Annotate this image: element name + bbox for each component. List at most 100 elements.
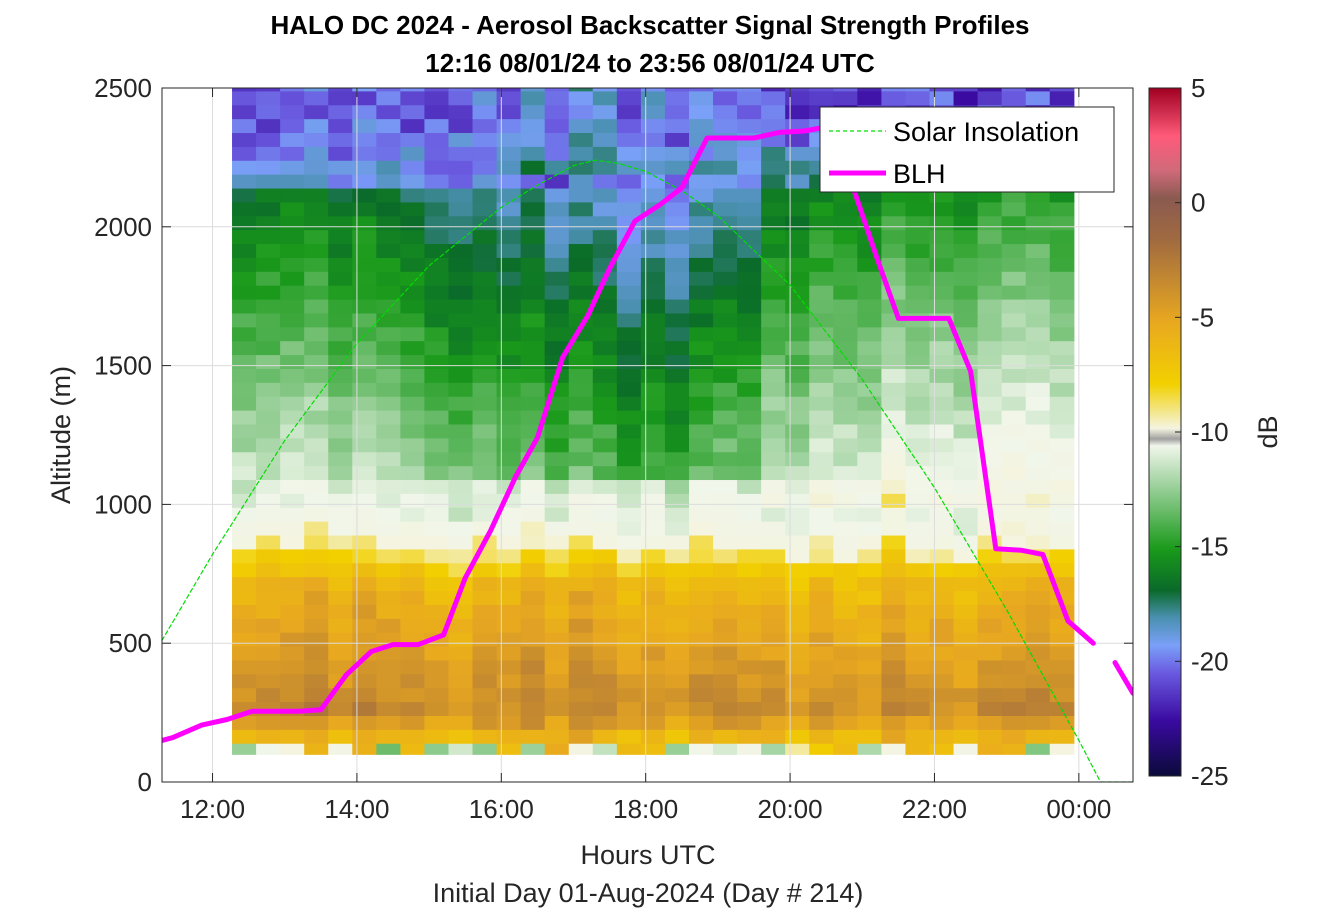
heatmap-cell bbox=[616, 437, 642, 453]
heatmap-cell bbox=[280, 604, 305, 619]
heatmap-cell bbox=[400, 618, 426, 633]
heatmap-cell bbox=[688, 618, 714, 633]
heatmap-cell bbox=[232, 562, 257, 578]
heatmap-cell bbox=[304, 201, 329, 217]
heatmap-cell bbox=[640, 243, 666, 258]
heatmap-cell bbox=[881, 410, 907, 425]
heatmap-cell bbox=[809, 215, 834, 231]
heatmap-cell bbox=[929, 701, 955, 716]
heatmap-cell bbox=[1001, 659, 1027, 675]
heatmap-cell bbox=[520, 715, 546, 730]
heatmap-cell bbox=[1025, 312, 1051, 328]
heatmap-cell bbox=[376, 410, 401, 425]
heatmap-cell bbox=[809, 743, 834, 755]
heatmap-cell bbox=[664, 104, 690, 120]
heatmap-cell bbox=[1049, 410, 1075, 425]
heatmap-cell bbox=[785, 312, 810, 328]
heatmap-cell bbox=[592, 687, 618, 703]
heatmap-cell bbox=[761, 174, 786, 189]
heatmap-cell bbox=[400, 146, 426, 161]
heatmap-cell bbox=[905, 298, 931, 314]
heatmap-cell bbox=[520, 604, 546, 619]
heatmap-cell bbox=[280, 576, 305, 592]
heatmap-cell bbox=[304, 604, 329, 619]
heatmap-cell bbox=[664, 382, 690, 397]
heatmap-cell bbox=[761, 687, 786, 703]
heatmap-cell bbox=[713, 88, 738, 92]
heatmap-cell bbox=[520, 465, 546, 481]
heatmap-cell bbox=[544, 493, 570, 508]
heatmap-cell bbox=[352, 396, 377, 411]
heatmap-cell bbox=[1049, 673, 1075, 689]
heatmap-cell bbox=[472, 271, 498, 286]
heatmap-cell bbox=[905, 243, 931, 258]
heatmap-cell bbox=[737, 437, 762, 453]
heatmap-cell bbox=[1025, 632, 1051, 647]
heatmap-cell bbox=[785, 507, 810, 522]
heatmap-cell bbox=[929, 451, 955, 467]
heatmap-cell bbox=[737, 326, 762, 342]
heatmap-cell bbox=[496, 368, 522, 383]
heatmap-cell bbox=[304, 160, 329, 175]
heatmap-cell bbox=[713, 493, 738, 508]
heatmap-cell bbox=[616, 201, 642, 217]
heatmap-cell bbox=[929, 423, 955, 439]
heatmap-cell bbox=[304, 410, 329, 425]
heatmap-cell bbox=[905, 368, 931, 383]
heatmap-cell bbox=[664, 576, 690, 592]
heatmap-cell bbox=[713, 229, 738, 245]
heatmap-cell bbox=[592, 104, 618, 120]
heatmap-cell bbox=[448, 659, 474, 675]
heatmap-cell bbox=[400, 215, 426, 231]
heatmap-cell bbox=[616, 729, 642, 744]
legend-label-blh: BLH bbox=[893, 159, 946, 189]
heatmap-cell bbox=[977, 604, 1003, 619]
heatmap-cell bbox=[1049, 645, 1075, 661]
heatmap-cell bbox=[953, 562, 979, 578]
heatmap-cell bbox=[568, 576, 594, 592]
heatmap-cell bbox=[1025, 729, 1051, 744]
heatmap-cell bbox=[833, 687, 858, 703]
heatmap-cell bbox=[761, 257, 786, 272]
heatmap-cell bbox=[280, 201, 305, 217]
heatmap-cell bbox=[520, 729, 546, 744]
heatmap-cell bbox=[713, 604, 738, 619]
heatmap-cell bbox=[448, 645, 474, 661]
heatmap-cell bbox=[520, 576, 546, 592]
heatmap-cell bbox=[881, 243, 907, 258]
heatmap-cell bbox=[809, 618, 834, 633]
heatmap-cell bbox=[713, 632, 738, 647]
heatmap-cell bbox=[256, 590, 281, 605]
heatmap-cell bbox=[761, 354, 786, 369]
heatmap-cell bbox=[568, 659, 594, 675]
heatmap-cell bbox=[304, 354, 329, 369]
heatmap-cell bbox=[544, 285, 570, 300]
heatmap-cell bbox=[833, 465, 858, 481]
heatmap-cell bbox=[857, 659, 882, 675]
heatmap-cell bbox=[664, 493, 690, 508]
heatmap-cell bbox=[448, 104, 474, 120]
colorbar-tick-label: -15 bbox=[1191, 532, 1229, 562]
x-tick-label: 20:00 bbox=[758, 794, 823, 824]
heatmap-cell bbox=[953, 507, 979, 522]
heatmap-cell bbox=[520, 312, 546, 328]
heatmap-cell bbox=[737, 257, 762, 272]
heatmap-cell bbox=[568, 298, 594, 314]
heatmap-cell bbox=[640, 160, 666, 175]
heatmap-cell bbox=[400, 174, 426, 189]
heatmap-cell bbox=[713, 326, 738, 342]
heatmap-cell bbox=[568, 382, 594, 397]
heatmap-cell bbox=[352, 215, 377, 231]
heatmap-cell bbox=[496, 104, 522, 120]
heatmap-cell bbox=[544, 701, 570, 716]
heatmap-cell bbox=[424, 410, 450, 425]
heatmap-cell bbox=[520, 201, 546, 217]
heatmap-cell bbox=[640, 562, 666, 578]
heatmap-cell bbox=[424, 382, 450, 397]
heatmap-cell bbox=[1049, 201, 1075, 217]
x-tick-labels: 12:00 14:00 16:00 18:00 20:00 22:00 00:00 bbox=[180, 794, 1111, 824]
heatmap-cell bbox=[1049, 312, 1075, 328]
heatmap-cell bbox=[352, 257, 377, 272]
heatmap-cell bbox=[424, 160, 450, 175]
heatmap-cell bbox=[929, 590, 955, 605]
